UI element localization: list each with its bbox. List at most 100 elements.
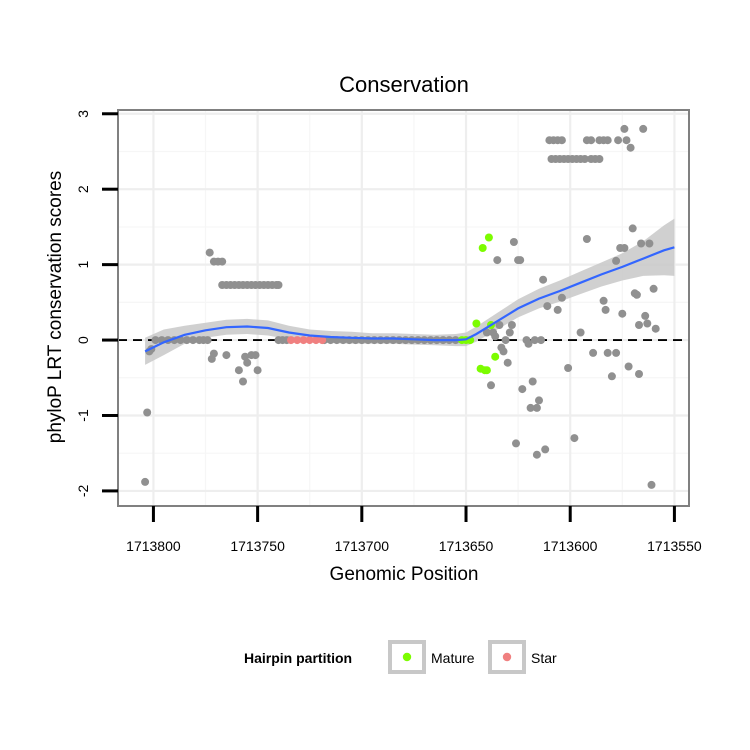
point-other <box>599 296 608 305</box>
point-other <box>595 155 604 163</box>
chart-title: Conservation <box>339 72 469 97</box>
point-other <box>647 480 656 489</box>
grid-lines <box>118 110 689 506</box>
point-other <box>620 124 629 133</box>
point-other <box>495 321 504 329</box>
point-other <box>532 450 541 459</box>
point-mature <box>478 244 487 252</box>
point-other <box>612 256 621 265</box>
y-tick-label: 1 <box>75 260 91 268</box>
point-other <box>643 319 652 328</box>
point-other <box>524 339 533 348</box>
point-other <box>635 321 643 329</box>
point-star <box>312 336 320 345</box>
point-mature <box>491 352 500 361</box>
point-other <box>637 239 646 248</box>
point-other <box>530 336 539 345</box>
point-other <box>507 321 516 329</box>
x-axis-title: Genomic Position <box>330 564 479 585</box>
point-other <box>601 305 610 314</box>
point-other <box>587 136 596 145</box>
legend-item-mature: Mature <box>388 640 475 674</box>
point-other <box>143 408 152 417</box>
point-other <box>651 324 660 333</box>
point-other <box>493 256 502 265</box>
point-other <box>557 293 566 302</box>
point-other <box>580 155 589 163</box>
point-star <box>293 336 302 345</box>
point-other <box>641 311 650 320</box>
point-mature <box>484 233 493 242</box>
point-other <box>501 336 510 345</box>
plot-background <box>118 110 689 506</box>
point-other <box>241 352 250 361</box>
point-other <box>499 347 508 356</box>
point-other <box>222 351 231 360</box>
point-other <box>626 143 635 152</box>
point-other <box>622 136 631 145</box>
x-tick-label: 1713700 <box>335 538 390 554</box>
point-other <box>505 328 514 337</box>
point-other <box>645 239 654 248</box>
point-other <box>612 348 621 357</box>
point-other <box>218 257 227 266</box>
legend: Hairpin partition Mature Star <box>244 640 557 674</box>
point-other <box>539 275 548 284</box>
point-other <box>251 351 260 360</box>
point-other <box>649 284 658 293</box>
point-other <box>614 136 623 145</box>
point-other <box>516 256 525 265</box>
x-axis: 1713800 1713750 1713700 1713650 1713600 17135… <box>126 506 702 554</box>
point-other <box>526 403 535 412</box>
point-other <box>182 336 191 345</box>
point-other <box>239 377 247 386</box>
legend-label-star: Star <box>531 650 557 666</box>
confidence-band <box>145 218 675 365</box>
point-other <box>487 381 495 390</box>
point-other <box>607 372 616 381</box>
point-other <box>518 385 527 394</box>
point-other <box>620 244 629 252</box>
point-other <box>253 366 262 375</box>
plot-border <box>117 109 690 507</box>
point-star <box>299 336 308 345</box>
y-tick-label: 3 <box>75 110 91 118</box>
point-other <box>503 358 512 367</box>
x-tick-label: 1713800 <box>126 538 181 554</box>
legend-key-star <box>488 640 526 674</box>
legend-swatch-star <box>502 652 512 662</box>
x-tick-label: 1713600 <box>543 538 598 554</box>
point-other <box>603 348 612 357</box>
point-other <box>535 396 543 405</box>
x-tick-label: 1713550 <box>647 538 702 554</box>
point-other <box>528 377 537 386</box>
point-other <box>509 238 518 246</box>
point-star <box>287 336 295 345</box>
point-other <box>576 328 585 337</box>
point-other <box>632 290 641 299</box>
point-other <box>589 348 598 357</box>
point-other <box>628 224 637 233</box>
point-mature <box>482 366 491 375</box>
point-other <box>203 336 212 345</box>
point-other <box>564 364 573 372</box>
point-other <box>557 136 566 145</box>
point-other <box>553 305 562 314</box>
legend-item-star: Star <box>488 640 557 674</box>
legend-label-mature: Mature <box>431 650 475 666</box>
point-other <box>541 445 550 454</box>
point-other <box>205 248 214 257</box>
smooth-line <box>144 246 675 353</box>
y-tick-label: -2 <box>75 484 91 497</box>
point-other <box>189 336 197 345</box>
legend-title: Hairpin partition <box>244 650 352 666</box>
y-axis: -2 -1 0 1 2 3 <box>75 110 118 497</box>
point-other <box>512 439 520 448</box>
point-other <box>274 281 283 289</box>
point-other <box>635 370 643 378</box>
point-star <box>305 336 314 345</box>
point-mature <box>472 319 481 328</box>
y-axis-title: phyloP LRT conservation scores <box>45 171 66 444</box>
point-other <box>243 358 252 367</box>
